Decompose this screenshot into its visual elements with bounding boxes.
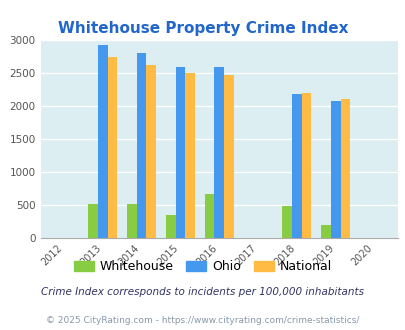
Legend: Whitehouse, Ohio, National: Whitehouse, Ohio, National bbox=[68, 255, 337, 279]
Bar bbox=[224, 75, 233, 238]
Bar bbox=[127, 204, 136, 238]
Bar bbox=[204, 194, 214, 238]
Bar bbox=[281, 206, 291, 238]
Text: © 2025 CityRating.com - https://www.cityrating.com/crime-statistics/: © 2025 CityRating.com - https://www.city… bbox=[46, 315, 359, 325]
Bar bbox=[330, 101, 340, 238]
Bar bbox=[175, 67, 185, 238]
Text: Whitehouse Property Crime Index: Whitehouse Property Crime Index bbox=[58, 21, 347, 36]
Bar bbox=[107, 57, 117, 238]
Bar bbox=[301, 93, 311, 238]
Bar bbox=[185, 73, 194, 238]
Bar bbox=[214, 67, 224, 238]
Bar bbox=[291, 94, 301, 238]
Bar bbox=[98, 45, 107, 238]
Bar bbox=[320, 225, 330, 238]
Bar bbox=[88, 204, 98, 238]
Bar bbox=[136, 53, 146, 238]
Text: Crime Index corresponds to incidents per 100,000 inhabitants: Crime Index corresponds to incidents per… bbox=[41, 287, 364, 297]
Bar bbox=[165, 214, 175, 238]
Bar bbox=[340, 99, 350, 238]
Bar bbox=[146, 65, 156, 238]
